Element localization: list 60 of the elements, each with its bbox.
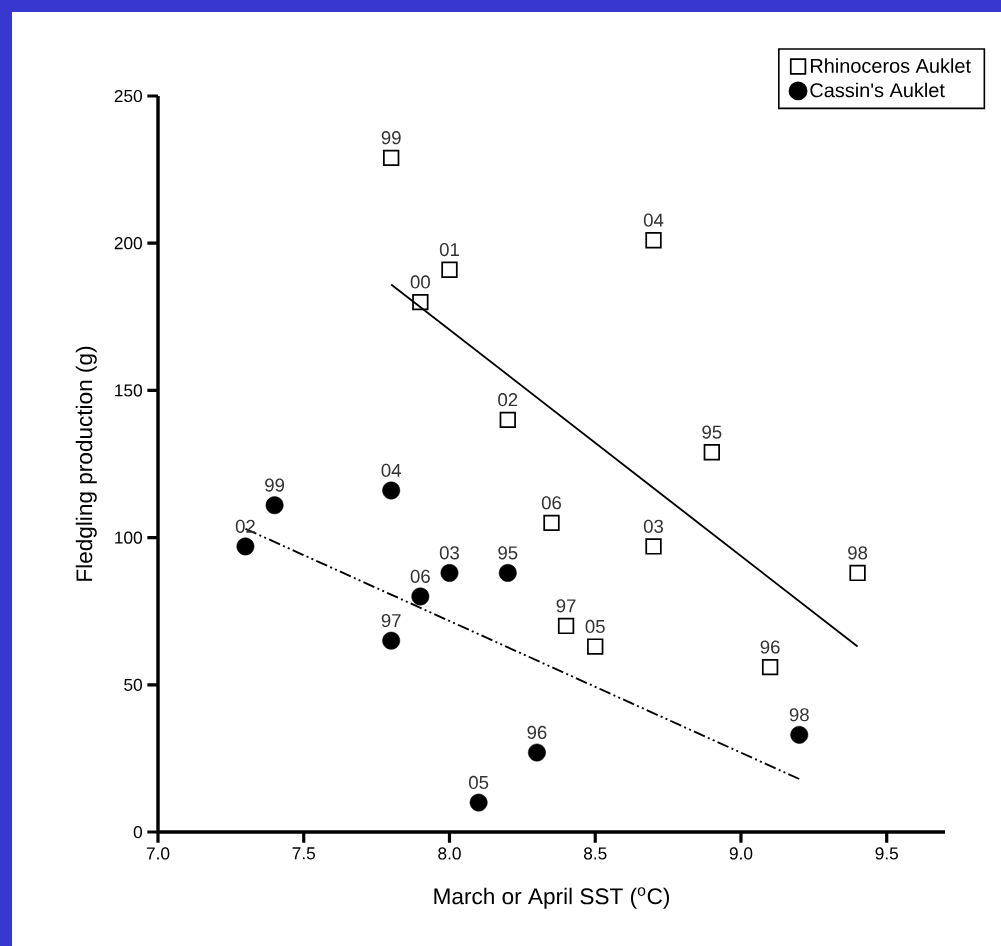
annotation: 01 [439, 242, 459, 257]
point [265, 496, 284, 515]
x-tick-label: 9.5 [875, 847, 898, 860]
point [382, 481, 401, 500]
annotation: 98 [789, 708, 809, 722]
y-tick-label: 250 [114, 89, 143, 103]
annotation: 05 [585, 619, 605, 633]
annotation: 98 [848, 546, 868, 560]
x-tick-label: 7.0 [146, 847, 170, 860]
point [557, 617, 575, 635]
annotation: 03 [439, 546, 459, 560]
legend-label: Cassin's Auklet [810, 82, 945, 98]
annotation: 95 [702, 425, 722, 439]
point [761, 658, 779, 676]
point [469, 793, 488, 812]
point [587, 638, 604, 655]
point [528, 743, 546, 762]
annotation: 06 [410, 569, 430, 583]
point [412, 293, 429, 311]
x-tick-label: 8.5 [583, 847, 607, 860]
annotation: 99 [381, 131, 401, 145]
y-tick-label: 200 [114, 237, 143, 250]
point [383, 149, 400, 167]
y-tick-label: 150 [115, 384, 143, 397]
annotation: 96 [527, 725, 547, 739]
point [440, 564, 459, 582]
annotation: 05 [469, 775, 489, 790]
annotation: 97 [556, 599, 576, 613]
annotation: 03 [643, 519, 664, 533]
annotation: 04 [643, 213, 664, 227]
annotation: 97 [381, 613, 401, 628]
annotation: 95 [498, 546, 518, 560]
annotation: 99 [265, 478, 285, 492]
point [543, 514, 560, 532]
annotation: 04 [381, 463, 401, 477]
annotation: 02 [498, 393, 518, 407]
y-tick-label: 0 [133, 825, 143, 839]
y-axis-title: Fledgling production (g) [75, 346, 97, 581]
point [236, 537, 255, 556]
y-tick-label: 50 [124, 678, 143, 691]
legend-label: Rhinoceros Auklet [810, 58, 971, 73]
x-tick-label: 8.0 [438, 847, 461, 860]
annotation: 02 [235, 519, 255, 533]
point [382, 631, 401, 650]
annotation: 06 [541, 496, 562, 510]
point [790, 725, 809, 744]
point [849, 564, 866, 582]
point [411, 587, 430, 606]
point [499, 411, 516, 429]
x-tick-label: 7.5 [292, 847, 316, 860]
point [498, 564, 517, 582]
point [441, 261, 458, 278]
x-tick-label: 9.0 [729, 847, 753, 860]
y-tick-label: 100 [115, 531, 143, 544]
annotation: 00 [410, 275, 430, 289]
point [645, 538, 662, 555]
point [645, 232, 662, 249]
x-axis-title: March or April SST ($^{o}$C) [434, 887, 670, 909]
annotation: 96 [760, 640, 780, 654]
point [703, 444, 720, 461]
